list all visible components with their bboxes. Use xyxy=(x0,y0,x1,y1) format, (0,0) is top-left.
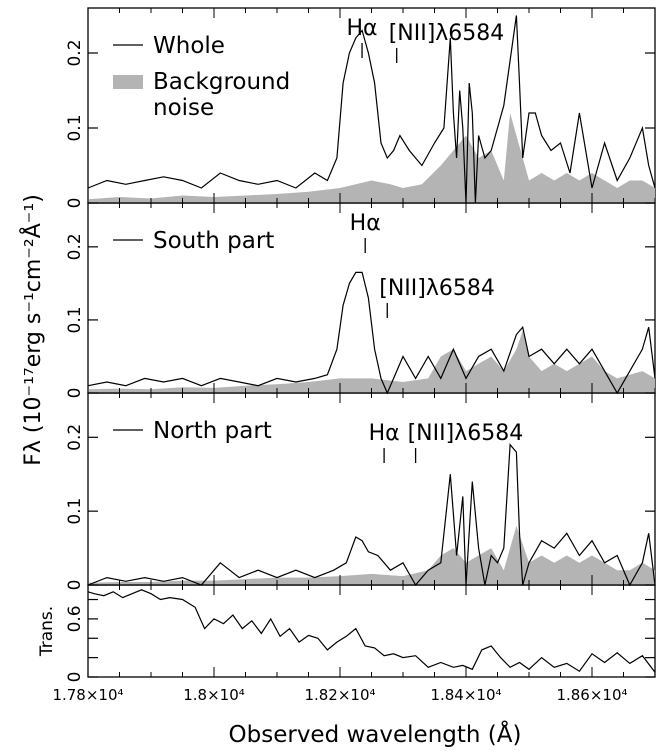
spectrum-line-transmission xyxy=(87,589,656,673)
annotation-label-south-part: [NII]λ6584 xyxy=(379,276,495,301)
legend-label-north-part: North part xyxy=(153,418,272,444)
spectrum-line-north-part xyxy=(87,443,656,587)
annotation-label-whole: Hα xyxy=(347,16,378,41)
spectrum-line-whole xyxy=(87,15,656,204)
noise-area-north-part xyxy=(88,525,655,585)
legend-label-noise-1: Background xyxy=(153,69,290,95)
legend-label-south-part: South part xyxy=(153,228,274,254)
xtick-label: 1.8×10⁴ xyxy=(183,686,245,704)
xtick-label: 1.82×10⁴ xyxy=(304,686,375,704)
ytick-label-north-part: 0 xyxy=(65,580,85,591)
legend-swatch-noise xyxy=(113,75,143,89)
xtick-label: 1.84×10⁴ xyxy=(430,686,501,704)
y-axis-label: Fλ (10⁻¹⁷erg s⁻¹cm⁻²Å⁻¹) xyxy=(19,194,46,466)
ytick-label-north-part: 0.1 xyxy=(65,498,85,525)
legend-label-noise-2: noise xyxy=(153,95,214,121)
ytick-label-whole: 0 xyxy=(65,198,85,209)
ytick-label-north-part: 0.2 xyxy=(65,424,85,451)
noise-area-whole xyxy=(88,113,655,203)
annotation-label-north-part: Hα xyxy=(369,421,400,446)
ytick-label-whole: 0.2 xyxy=(65,39,85,66)
ytick-label-south-part: 0 xyxy=(65,388,85,399)
annotation-label-whole: [NII]λ6584 xyxy=(389,21,505,46)
legend-label-whole: Whole xyxy=(153,33,225,59)
panel-frame-transmission xyxy=(87,584,656,678)
annotation-label-north-part: [NII]λ6584 xyxy=(408,421,524,446)
x-axis-label: Observed wavelength (Å) xyxy=(229,720,522,748)
noise-area-south-part xyxy=(88,330,655,393)
ytick-label-whole: 0.1 xyxy=(65,114,85,141)
ytick-label-transmission: 0 xyxy=(65,672,85,683)
annotation-label-south-part: Hα xyxy=(350,211,381,236)
ytick-label-south-part: 0.2 xyxy=(65,233,85,260)
xtick-label: 1.78×10⁴ xyxy=(52,686,123,704)
xtick-label: 1.86×10⁴ xyxy=(556,686,627,704)
ytick-label-south-part: 0.1 xyxy=(65,306,85,333)
panel-ylabel-transmission: Trans. xyxy=(37,606,57,657)
ytick-label-transmission: 0.6 xyxy=(65,605,85,632)
spectrum-line-south-part xyxy=(87,271,656,395)
